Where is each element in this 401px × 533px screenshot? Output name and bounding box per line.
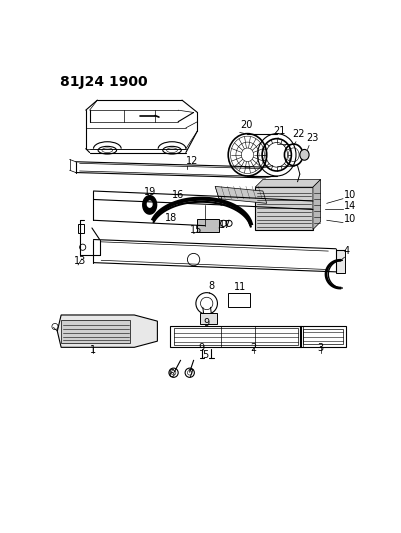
Bar (61, 320, 130, 343)
Text: 14: 14 (344, 201, 356, 211)
Text: 20: 20 (240, 120, 252, 130)
Text: 81J24 1900: 81J24 1900 (61, 75, 148, 88)
Text: 8: 8 (208, 281, 214, 291)
Bar (228, 294, 250, 308)
Polygon shape (143, 196, 157, 214)
Bar (302, 326, 303, 348)
Text: 1: 1 (90, 345, 97, 355)
Text: 15: 15 (190, 225, 202, 235)
Text: 18: 18 (165, 213, 177, 223)
Text: 7: 7 (187, 369, 194, 379)
Text: 5: 5 (202, 350, 208, 360)
Bar (303, 329, 343, 344)
Polygon shape (313, 180, 321, 230)
Bar (300, 326, 346, 348)
Text: 2: 2 (251, 343, 257, 353)
Polygon shape (215, 187, 267, 203)
Text: 10: 10 (344, 190, 356, 200)
Bar (200, 313, 217, 324)
Text: 4: 4 (344, 246, 350, 256)
Bar (78, 224, 84, 233)
Ellipse shape (148, 201, 152, 207)
Text: 16: 16 (172, 190, 184, 200)
Polygon shape (57, 315, 157, 348)
Polygon shape (255, 180, 321, 187)
Text: 9: 9 (198, 343, 205, 353)
Text: 19: 19 (144, 187, 156, 197)
Text: 9: 9 (204, 318, 210, 328)
Text: 23: 23 (306, 133, 318, 143)
Bar (174, 328, 298, 345)
Text: 6: 6 (168, 369, 174, 379)
Text: 13: 13 (74, 256, 87, 266)
Bar (255, 187, 313, 230)
Text: 3: 3 (318, 343, 324, 353)
Text: 10: 10 (344, 214, 356, 224)
Text: 17: 17 (219, 220, 231, 230)
Bar (336, 249, 345, 273)
Bar (197, 219, 219, 232)
Text: 12: 12 (186, 156, 198, 166)
Bar (170, 326, 302, 348)
Text: 22: 22 (292, 130, 305, 140)
Ellipse shape (300, 149, 309, 160)
Text: 21: 21 (273, 126, 285, 135)
Text: 11: 11 (234, 282, 246, 292)
